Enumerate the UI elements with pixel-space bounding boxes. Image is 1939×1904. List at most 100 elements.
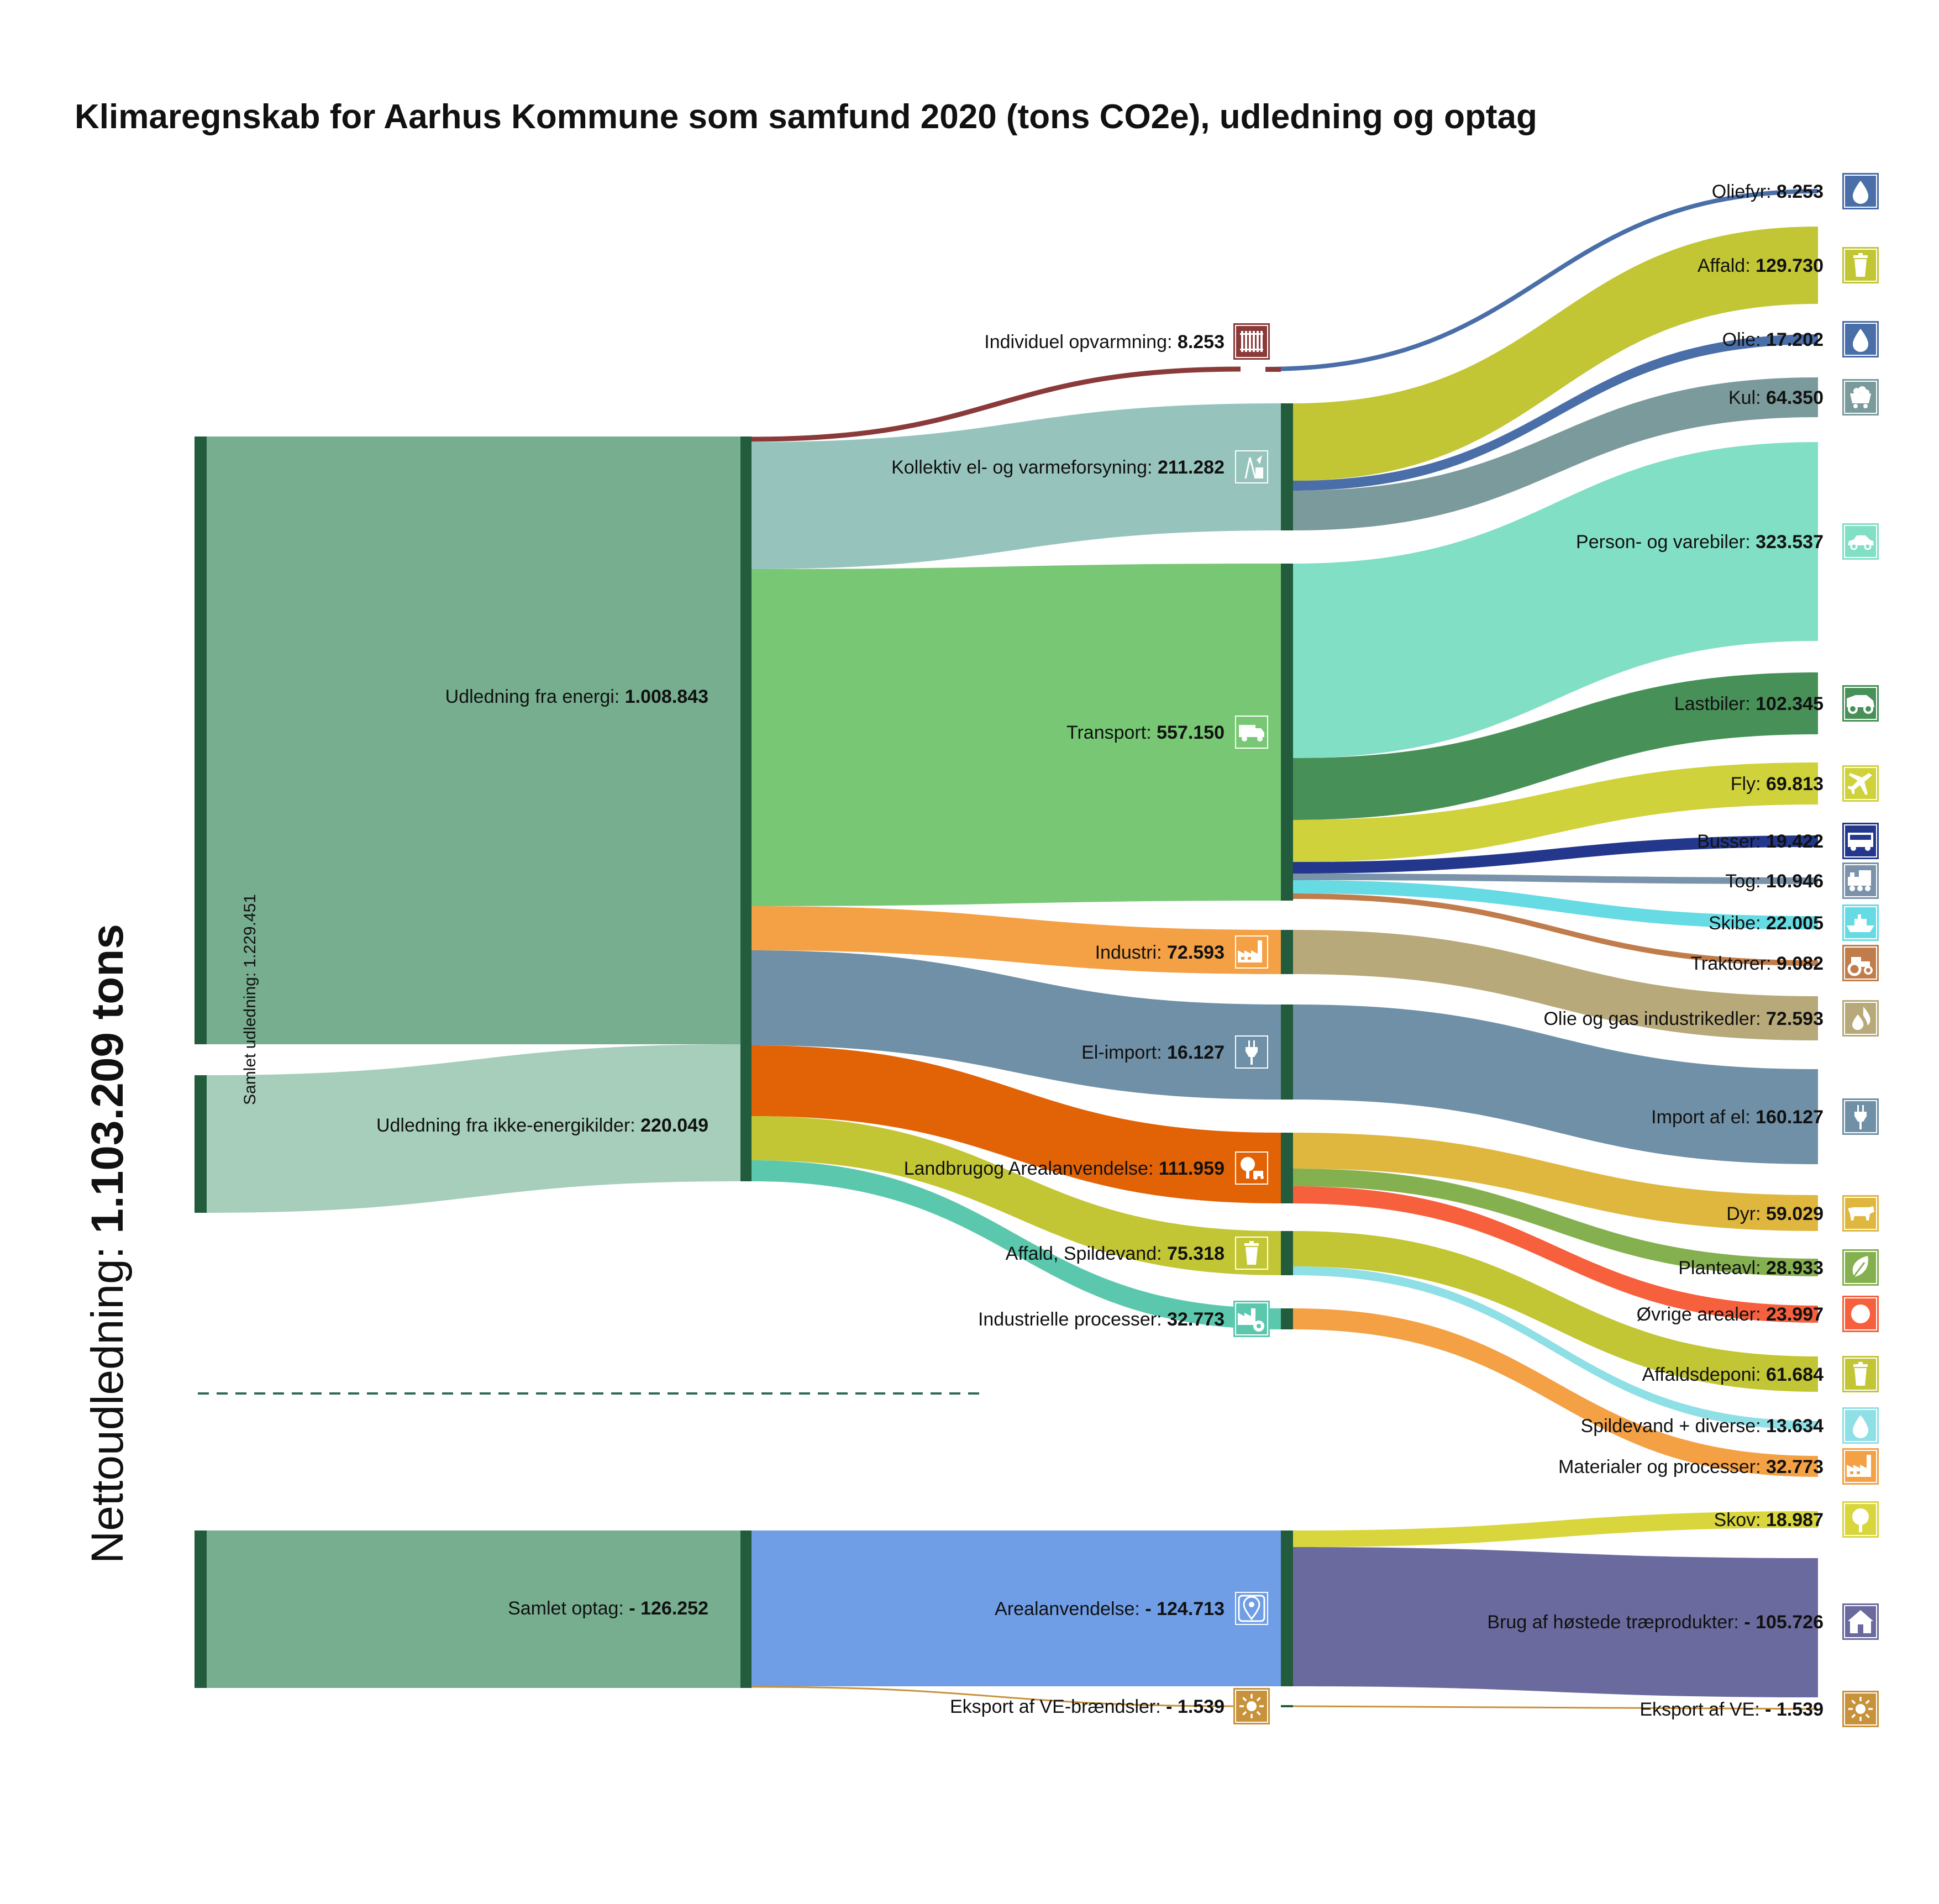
label-industrielle: Industrielle processer: 32.773 <box>978 1309 1225 1330</box>
sink-icon-7 <box>1842 823 1879 859</box>
sink-label-1-text: Affald: <box>1698 255 1756 276</box>
sink-label-5-text: Lastbiler: <box>1674 693 1756 714</box>
bar-transport <box>1281 564 1293 901</box>
link-tog <box>1293 874 1818 884</box>
sink-label-9-text: Skibe: <box>1709 913 1766 934</box>
icon-kollektiv <box>1233 449 1270 485</box>
label-udl-ikke: Udledning fra ikke-energikilder: 220.049 <box>376 1115 708 1136</box>
link-affald-spild <box>752 1116 1281 1275</box>
sink-label-7-value: 19.422 <box>1766 831 1824 852</box>
bar-samlet-optag <box>195 1530 207 1688</box>
sink-icon-20 <box>1842 1603 1879 1640</box>
bar-ikke-energi-left <box>195 1075 207 1213</box>
sink-label-21: Eksport af VE: - 1.539 <box>1640 1699 1824 1720</box>
label-eksport-brand: Eksport af VE-brændsler: - 1.539 <box>950 1696 1225 1717</box>
bar-affald-spild <box>1281 1231 1293 1275</box>
link-energi <box>207 436 740 1044</box>
node-labels: Udledning fra energi: 1.008.843 Udledning… <box>376 181 1824 1720</box>
sink-label-20-text: Brug af høstede træprodukter: <box>1487 1612 1744 1633</box>
link-optag <box>207 1530 740 1688</box>
sink-icon-9 <box>1842 904 1879 941</box>
sink-icon-15 <box>1842 1296 1879 1332</box>
sink-label-10-value: 9.082 <box>1777 953 1824 974</box>
label-kollektiv: Kollektiv el- og varmeforsyning: 211.282 <box>891 457 1225 478</box>
link-skibe <box>1293 880 1818 929</box>
icon-eksport-brand <box>1233 1688 1270 1724</box>
sink-label-4-value: 323.537 <box>1756 532 1824 553</box>
sink-label-14-value: 28.933 <box>1766 1258 1824 1279</box>
node-bars <box>195 367 1293 1707</box>
label-elimport: El-import: 16.127 <box>1081 1042 1225 1063</box>
sink-label-19-value: 18.987 <box>1766 1509 1824 1530</box>
sink-label-14: Planteavl: 28.933 <box>1678 1258 1824 1279</box>
bar-industri <box>1281 930 1293 974</box>
label-individuel-value: 8.253 <box>1178 332 1225 353</box>
link-affaldsdeponi <box>1293 1231 1818 1392</box>
bar-elimport <box>1281 1004 1293 1100</box>
label-landbrug-text: Landbrugog Arealanvendelse: <box>904 1158 1159 1179</box>
link-planteavl <box>1293 1169 1818 1276</box>
sink-label-2: Olie: 17.202 <box>1722 329 1824 350</box>
icon-individuel <box>1233 323 1270 360</box>
sink-icon-12 <box>1842 1098 1879 1135</box>
bar-column2-optag <box>740 1530 752 1688</box>
link-ovrige <box>1293 1186 1818 1323</box>
sink-label-21-text: Eksport af VE: <box>1640 1699 1765 1720</box>
label-individuel: Individuel opvarmning: 8.253 <box>984 332 1225 353</box>
link-skov <box>1293 1511 1818 1547</box>
link-transport <box>752 564 1281 906</box>
label-individuel-text: Individuel opvarmning: <box>984 332 1178 353</box>
sink-label-19: Skov: 18.987 <box>1714 1509 1824 1530</box>
bar-column2-top <box>740 436 752 1181</box>
sink-label-13-value: 59.029 <box>1766 1203 1824 1224</box>
label-eksport-brand-text: Eksport af VE-brændsler: <box>950 1696 1166 1717</box>
icon-arealanv <box>1233 1590 1270 1627</box>
sink-icon-5 <box>1842 685 1879 722</box>
sink-label-10-text: Traktorer: <box>1690 953 1777 974</box>
sink-label-10: Traktorer: 9.082 <box>1690 953 1824 974</box>
link-ikke <box>207 1044 740 1213</box>
sink-label-16-text: Affaldsdeponi: <box>1642 1364 1766 1385</box>
icon-transport <box>1233 714 1270 750</box>
label-industri-text: Industri: <box>1095 942 1167 963</box>
sink-label-18-text: Materialer og processer: <box>1558 1456 1766 1477</box>
net-emission-label: Nettoudledning: 1.103.209 tons <box>82 924 133 1564</box>
label-kollektiv-text: Kollektiv el- og varmeforsyning: <box>891 457 1158 478</box>
sink-label-2-value: 17.202 <box>1766 329 1824 350</box>
sink-icon-6 <box>1842 765 1879 802</box>
sink-label-20: Brug af høstede træprodukter: - 105.726 <box>1487 1612 1824 1633</box>
link-biler <box>1293 442 1818 758</box>
sink-label-21-value: - 1.539 <box>1765 1699 1824 1720</box>
label-udl-energi-text: Udledning fra energi: <box>445 686 625 707</box>
sink-label-15-value: 23.997 <box>1766 1304 1824 1325</box>
bar-individuel <box>1265 367 1281 372</box>
link-arealanv <box>752 1530 1281 1686</box>
sink-icon-2 <box>1842 321 1879 357</box>
sink-label-12-text: Import af el: <box>1651 1107 1756 1128</box>
link-eksport-ve <box>1292 1705 1819 1710</box>
label-transport: Transport: 557.150 <box>1066 722 1225 743</box>
label-samlet-optag: Samlet optag: - 126.252 <box>508 1598 708 1619</box>
label-elimport-text: El-import: <box>1081 1042 1167 1063</box>
sink-label-0: Oliefyr: 8.253 <box>1712 181 1824 202</box>
bar-landbrug <box>1281 1133 1293 1203</box>
node-icons <box>1233 173 1879 1727</box>
sink-label-20-value: - 105.726 <box>1744 1612 1824 1633</box>
icon-landbrug <box>1233 1150 1270 1186</box>
label-kollektiv-value: 211.282 <box>1158 457 1225 478</box>
sink-label-6-value: 69.813 <box>1766 774 1824 795</box>
bar-eksport-brand <box>1281 1705 1293 1707</box>
icon-elimport <box>1233 1034 1270 1070</box>
sink-label-16-value: 61.684 <box>1766 1364 1824 1385</box>
label-udl-energi-value: 1.008.843 <box>625 686 708 707</box>
sink-icon-0 <box>1842 173 1879 209</box>
label-udl-ikke-text: Udledning fra ikke-energikilder: <box>376 1115 640 1136</box>
icon-industrielle <box>1233 1301 1270 1337</box>
sink-icon-18 <box>1842 1448 1879 1485</box>
total-emission-vertical-label: Samlet udledning: 1.229.451 <box>241 894 259 1105</box>
sink-label-2-text: Olie: <box>1722 329 1766 350</box>
sink-label-12-value: 160.127 <box>1756 1107 1824 1128</box>
link-industrikedler <box>1293 930 1818 1040</box>
flow-links <box>207 189 1819 1710</box>
sink-icon-17 <box>1842 1407 1879 1444</box>
